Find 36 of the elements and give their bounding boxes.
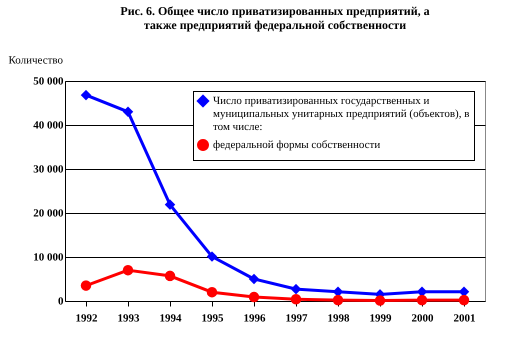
point — [290, 284, 302, 294]
y-tick-label: 40 000 — [33, 120, 64, 132]
x-tick-label: 1993 — [118, 312, 140, 324]
y-tick-label: 10 000 — [33, 252, 64, 264]
x-tick-label: 1994 — [160, 312, 182, 324]
y-axis-title: Количество — [8, 54, 64, 66]
point — [80, 280, 92, 291]
point — [290, 294, 302, 304]
y-tick-label: 0 — [58, 296, 64, 308]
x-tick-label: 2001 — [454, 312, 476, 324]
point — [374, 295, 386, 306]
legend-label: Число приватизированных государственных и муниципальных унитарных предприятий (объектов), в том числе: — [213, 95, 470, 133]
legend-label: федеральной формы собственности — [213, 139, 380, 151]
point — [122, 264, 134, 276]
x-tick-label: 1997 — [286, 312, 308, 324]
point — [332, 294, 344, 306]
x-tick-label: 2000 — [412, 312, 434, 324]
point — [80, 90, 92, 100]
point — [416, 294, 428, 306]
y-tick-label: 30 000 — [33, 164, 64, 176]
point — [122, 106, 134, 118]
x-tick-label: 1995 — [202, 312, 224, 324]
point — [164, 199, 176, 210]
x-tick-label: 1992 — [76, 312, 98, 324]
point — [458, 294, 470, 306]
chart-title: Рис. 6. Общее число приватизированных предприятий, а также предприятий федеральной собственности — [120, 4, 430, 32]
x-tick-label: 1999 — [370, 312, 392, 324]
point — [248, 274, 260, 284]
point — [248, 292, 260, 302]
x-tick-label: 1998 — [328, 312, 350, 324]
y-tick-label: 20 000 — [33, 208, 64, 220]
x-tick-label: 1996 — [244, 312, 266, 324]
point — [206, 251, 218, 262]
point — [164, 270, 176, 282]
y-tick-label: 50 000 — [33, 76, 64, 88]
point — [206, 286, 218, 298]
